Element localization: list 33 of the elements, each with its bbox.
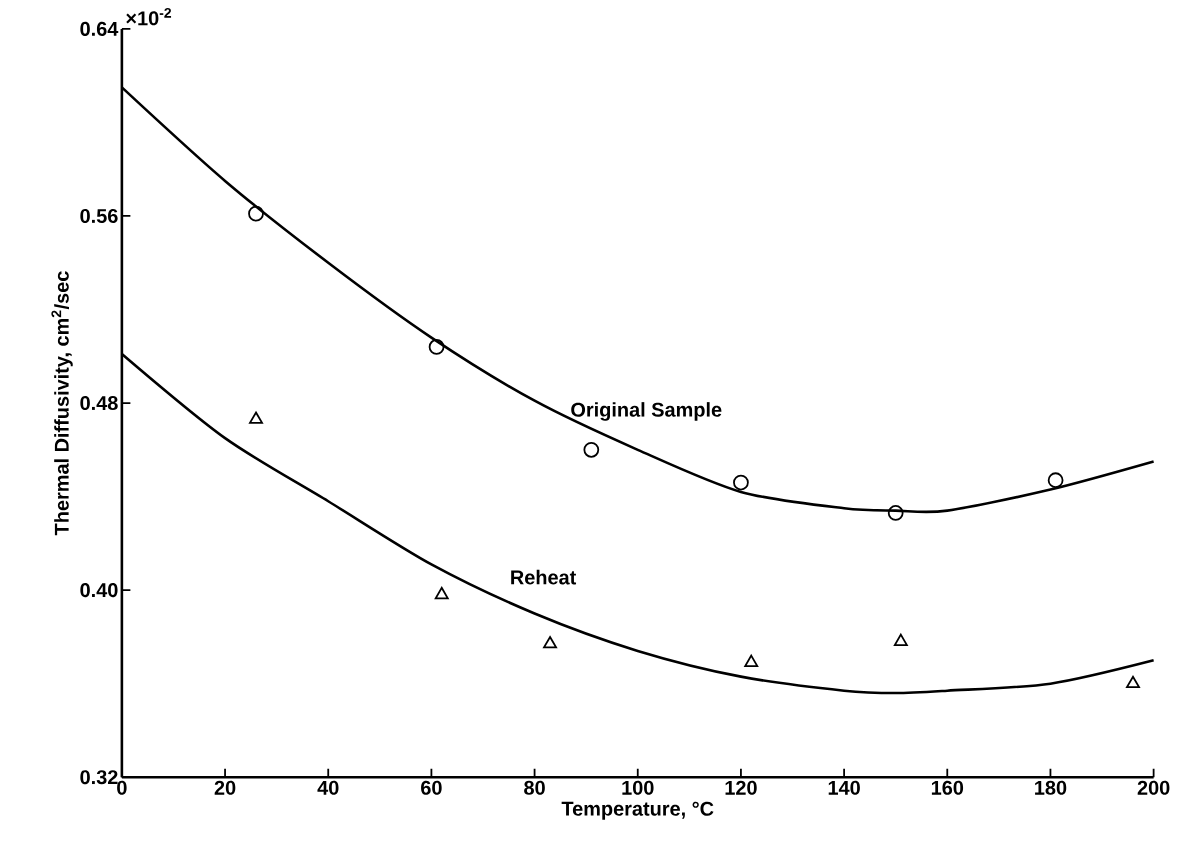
y-tick-label: 0.48 — [80, 396, 118, 411]
y-axis-title: Thermal Diffusivity, cm$^{2}$/sec — [51, 271, 73, 536]
point — [583, 441, 600, 458]
x-tick-label: 0 — [117, 780, 127, 795]
x-axis-title: Temperature, °C — [561, 801, 714, 820]
x-tick-label: 20 — [214, 780, 236, 795]
y-tick-label: 0.32 — [80, 770, 118, 785]
x-tick-label: 160 — [931, 780, 964, 795]
point — [434, 586, 449, 600]
x-tick-label: 100 — [622, 780, 654, 795]
x-tick-label: 60 — [421, 780, 442, 795]
series-label: Original Sample — [571, 402, 722, 421]
point — [249, 411, 263, 424]
x-tick-label: 200 — [1137, 780, 1170, 795]
point — [1047, 472, 1064, 489]
point — [248, 205, 264, 222]
point — [893, 633, 908, 646]
point — [733, 474, 749, 491]
y-tick-label: 0.56 — [80, 208, 118, 224]
point — [1126, 675, 1140, 689]
point — [428, 339, 445, 355]
point — [887, 505, 904, 521]
text: ×10$^{-2}$ — [126, 7, 172, 26]
series-label: Reheat — [511, 569, 577, 585]
x-tick-label: 40 — [317, 780, 339, 795]
point — [744, 654, 759, 668]
y-tick-label: 0.40 — [80, 583, 118, 598]
point — [543, 636, 557, 649]
x-tick-label: 120 — [725, 780, 757, 795]
x-tick-label: 80 — [524, 780, 545, 795]
x-tick-label: 140 — [828, 780, 860, 795]
y-tick-label: 0.64 — [80, 21, 119, 36]
x-tick-label: 180 — [1035, 780, 1067, 795]
